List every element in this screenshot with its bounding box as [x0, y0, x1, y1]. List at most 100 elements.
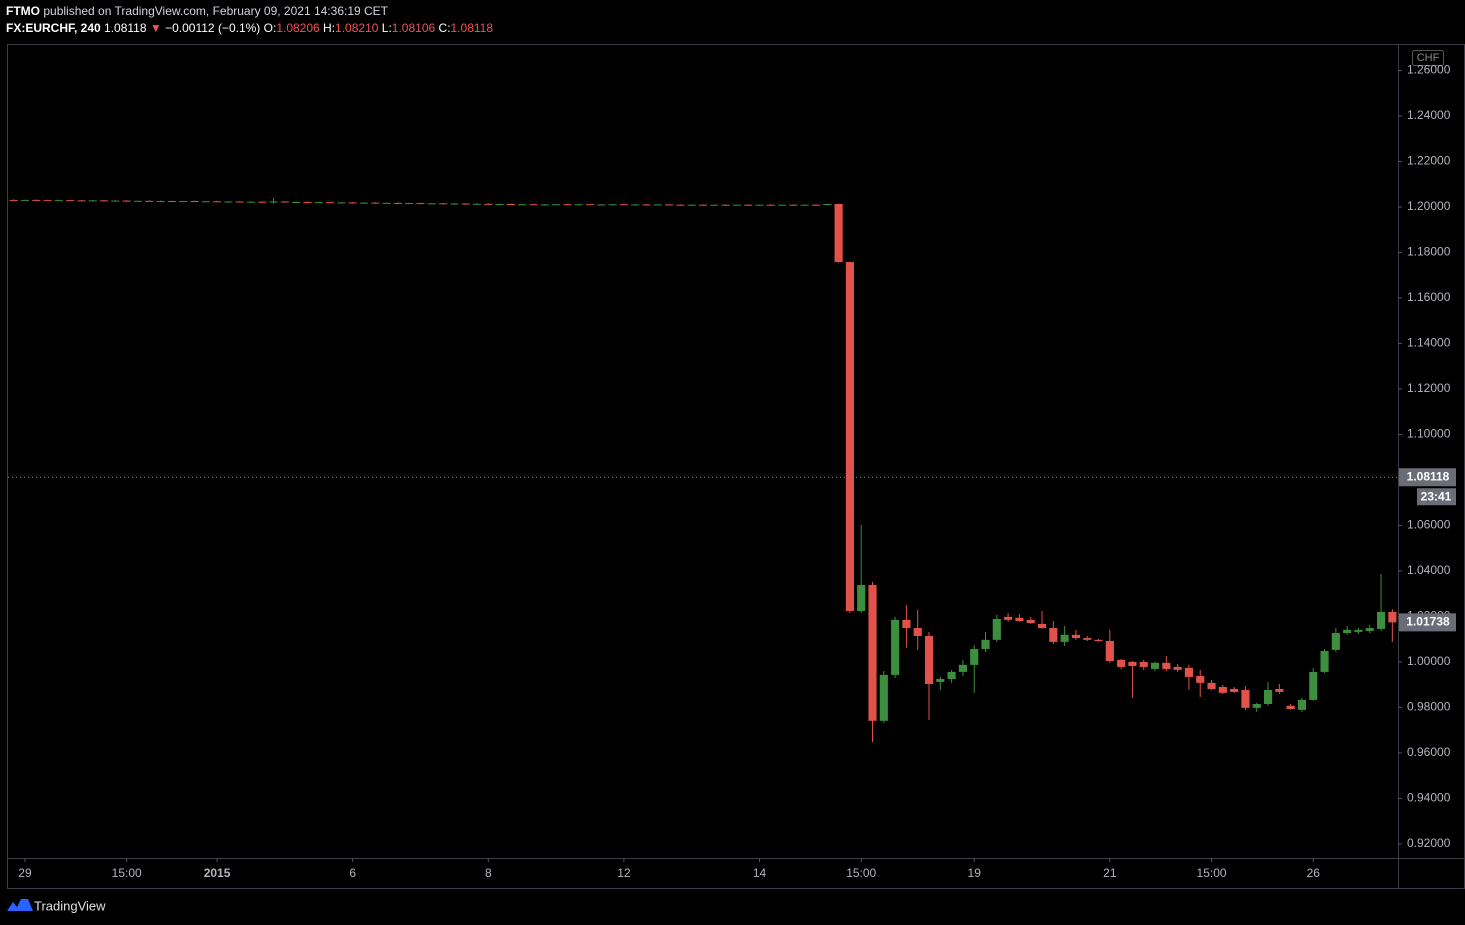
candle-body [461, 203, 470, 205]
candle-body [326, 202, 335, 204]
x-tick-label: 15:00 [846, 866, 876, 880]
y-tick-label: 1.00000 [1407, 654, 1451, 668]
currency-box [1412, 50, 1444, 66]
candle-body [1365, 628, 1374, 631]
candle-body [1275, 688, 1284, 692]
candle-body [122, 200, 131, 202]
y-tick-label: 1.26000 [1407, 63, 1451, 77]
candle-body [484, 203, 493, 205]
candle-body [665, 204, 674, 206]
candle-body [924, 635, 934, 684]
candle-body [891, 619, 900, 675]
candle-body [1218, 686, 1227, 693]
field-value: 1.08118 [451, 21, 494, 35]
candle-body [506, 204, 515, 206]
candle-body [1354, 629, 1363, 632]
author: FTMO [6, 4, 40, 18]
candle-body [156, 201, 165, 203]
candle-body [133, 200, 143, 202]
candle-body [1083, 638, 1092, 640]
candle-body [416, 203, 425, 205]
candle-body [800, 204, 809, 206]
y-tick-label: 1.24000 [1407, 108, 1451, 122]
close-price-label: 1.01738 [1406, 615, 1450, 629]
x-tick-label: 2015 [204, 866, 231, 880]
y-tick-label: 1.06000 [1407, 518, 1451, 532]
candle-body [258, 201, 267, 203]
candle-body [1196, 676, 1205, 683]
header-line-2: FX:EURCHF, 240 1.08118 ▼ −0.00112 (−0.1%… [6, 21, 493, 35]
logo [7, 899, 33, 911]
candle-body [1015, 617, 1024, 621]
candle-body [958, 664, 967, 672]
candle-body [540, 204, 549, 206]
candle-body [778, 204, 787, 206]
field-label: C: [439, 21, 451, 35]
y-tick-label: 0.94000 [1407, 791, 1451, 805]
candle-body [823, 204, 832, 206]
x-tick-label: 8 [485, 866, 492, 880]
candle-body [1263, 689, 1273, 704]
candle-body [653, 204, 662, 206]
candle-body [99, 200, 109, 202]
x-tick-label: 6 [349, 866, 356, 880]
candle-body [1173, 666, 1182, 670]
candle-body [687, 204, 696, 206]
candle-body [1162, 662, 1171, 669]
candle-body [1128, 661, 1137, 667]
candle-body [563, 204, 572, 206]
candle-body [145, 200, 154, 202]
candle-body [845, 262, 854, 611]
candle-body [1150, 662, 1160, 669]
candle-body [1071, 634, 1080, 639]
candle-body [811, 204, 821, 206]
y-tick-label: 1.04000 [1407, 563, 1451, 577]
candle-body [1376, 611, 1386, 629]
candle-body [382, 202, 391, 204]
countdown: 23:41 [1421, 489, 1452, 503]
candle-body [111, 200, 120, 202]
candle-body [913, 628, 922, 636]
x-tick-label: 15:00 [1197, 866, 1227, 880]
y-tick-label: 1.12000 [1407, 381, 1451, 395]
candle-body [405, 203, 414, 205]
candle-body [698, 204, 708, 206]
candle-body [1286, 705, 1295, 710]
candle-body [981, 639, 990, 649]
x-tick-label: 19 [968, 866, 982, 880]
candle-body [292, 201, 301, 203]
candle-body [32, 199, 41, 201]
candle-body [54, 200, 63, 202]
y-tick-label: 0.98000 [1407, 700, 1451, 714]
candle-body [88, 200, 97, 202]
candle-body [710, 204, 719, 206]
candle-body [642, 204, 651, 206]
candle-body [619, 204, 628, 206]
y-tick-label: 1.20000 [1407, 199, 1451, 213]
currency: CHF [1417, 52, 1440, 64]
x-tick-label: 21 [1103, 866, 1117, 880]
candle-body [1117, 659, 1126, 667]
candle-body [879, 674, 888, 721]
candle-body [427, 203, 436, 205]
y-tick-label: 1.14000 [1407, 336, 1451, 350]
candle-body [179, 201, 188, 203]
candle-body [359, 202, 369, 204]
x-tick-label: 14 [753, 866, 767, 880]
candle-body [902, 619, 911, 629]
candle-body [280, 201, 289, 203]
candle-body [314, 202, 323, 204]
candle-body [597, 204, 606, 206]
candle-body [450, 203, 459, 205]
x-tick-label: 26 [1307, 866, 1321, 880]
field-value: 1.08106 [392, 21, 436, 35]
candle-body [529, 204, 538, 206]
candle-body [1105, 640, 1114, 662]
candle-body [857, 585, 866, 611]
candle-body [167, 201, 176, 203]
candle-body [303, 201, 312, 203]
candle-body [1094, 639, 1103, 641]
